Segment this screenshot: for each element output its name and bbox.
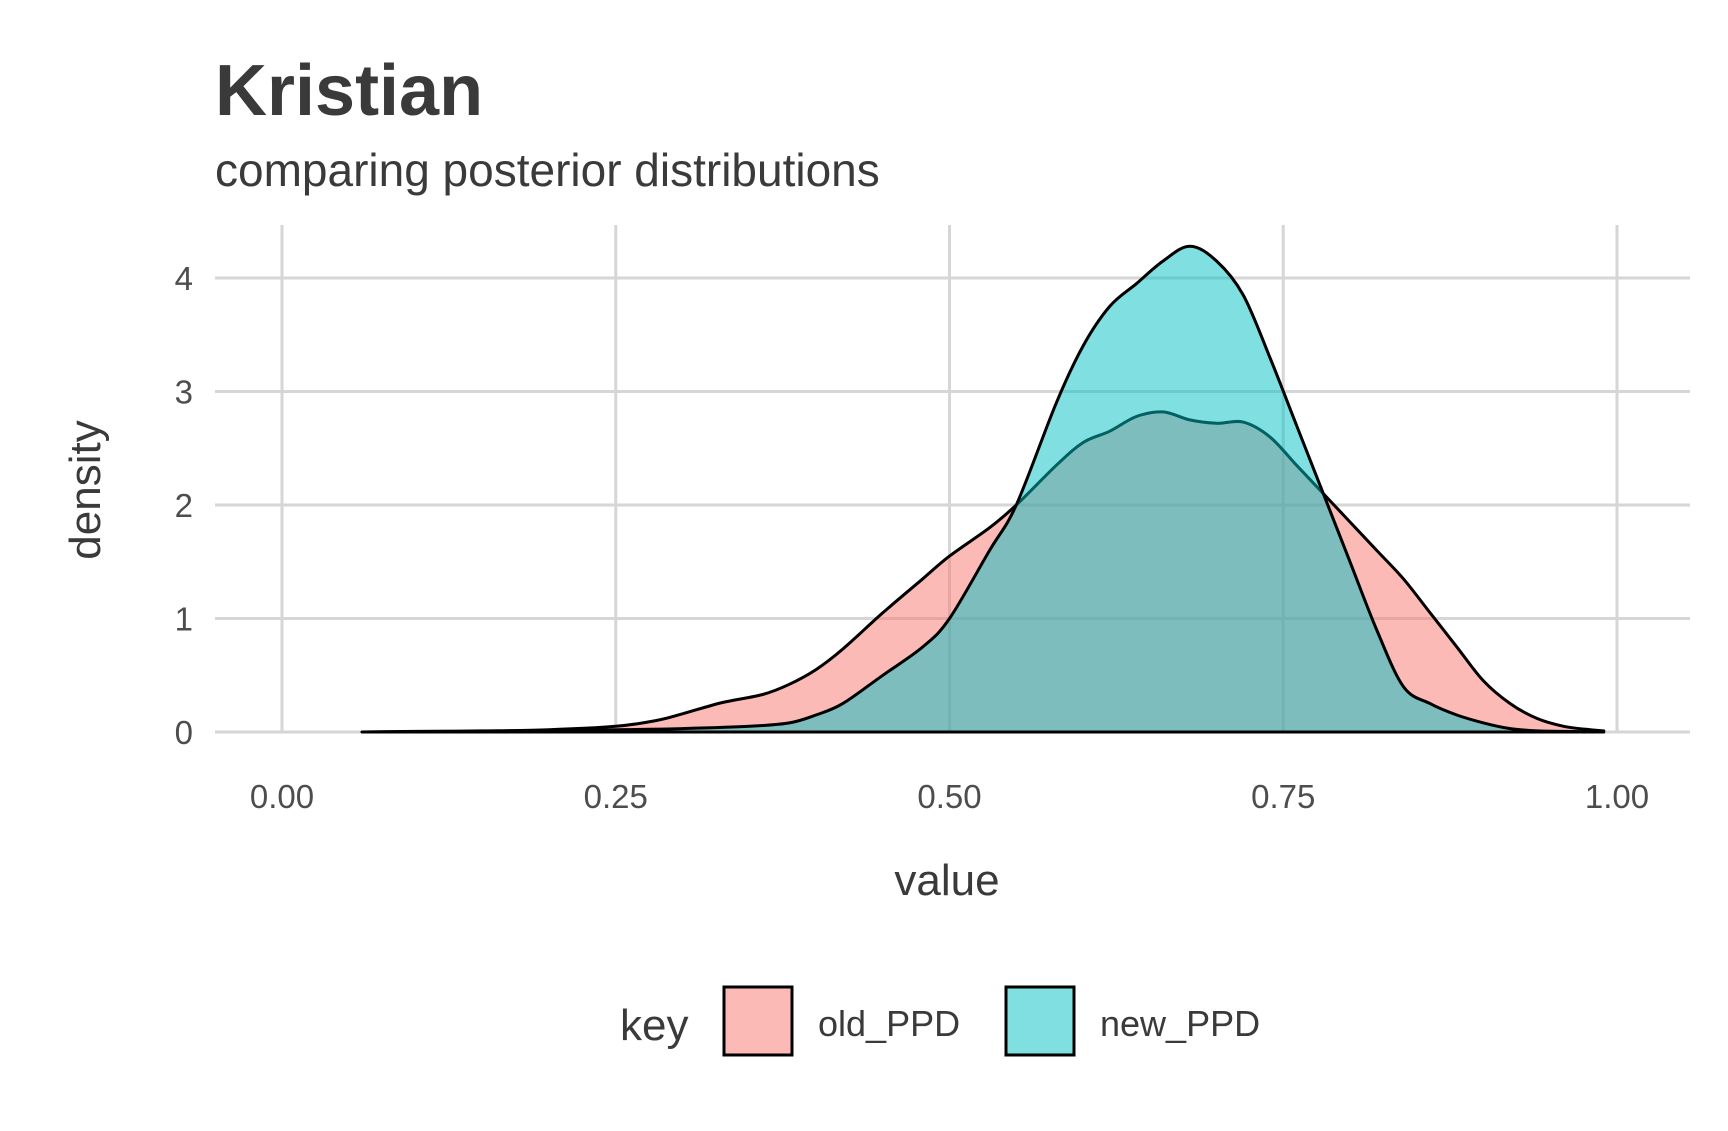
y-axis-title: density — [61, 420, 110, 559]
chart-title: Kristian — [215, 51, 483, 131]
x-tick-label: 0.50 — [917, 778, 981, 815]
density-area-new-ppd — [360, 244, 1606, 734]
chart-subtitle: comparing posterior distributions — [215, 144, 880, 196]
legend-label-new-ppd: new_PPD — [1100, 1003, 1260, 1044]
y-tick-label: 4 — [175, 260, 193, 297]
x-tick-label: 0.25 — [584, 778, 648, 815]
legend-label-old-ppd: old_PPD — [818, 1003, 960, 1044]
legend: key old_PPD new_PPD — [620, 985, 1260, 1057]
x-tick-label: 0.00 — [250, 778, 314, 815]
x-tick-label: 1.00 — [1585, 778, 1649, 815]
y-tick-label: 0 — [175, 714, 193, 751]
legend-swatch-old-ppd — [722, 985, 794, 1057]
y-tick-label: 2 — [175, 487, 193, 524]
legend-swatch-new-ppd — [1004, 985, 1076, 1057]
y-tick-label: 1 — [175, 601, 193, 638]
x-tick-label: 0.75 — [1251, 778, 1315, 815]
y-axis-tick-labels: 0 1 2 3 4 — [175, 260, 193, 751]
x-axis-tick-labels: 0.00 0.25 0.50 0.75 1.00 — [250, 778, 1649, 815]
y-tick-label: 3 — [175, 374, 193, 411]
x-axis-title: value — [894, 856, 999, 905]
density-areas — [360, 244, 1606, 734]
legend-title: key — [620, 1001, 688, 1050]
